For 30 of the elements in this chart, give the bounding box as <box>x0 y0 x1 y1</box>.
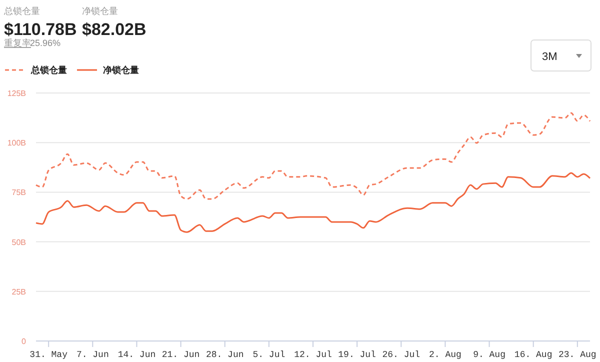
y-tick-label: 25B <box>12 287 26 296</box>
text: $82.02B <box>82 20 146 39</box>
x-tick-label: 23. Aug <box>558 350 596 360</box>
x-tick-label: 21. Jun <box>162 350 200 360</box>
x-tick-label: 26. Jul <box>382 350 420 360</box>
y-tick-label: 125B <box>7 89 26 98</box>
x-tick-label: 2. Aug <box>429 350 462 360</box>
line-series <box>35 172 591 233</box>
x-tick-label: 19. Jul <box>338 350 376 360</box>
y-tick-label: 50B <box>12 238 26 247</box>
text: 总锁仓量 <box>3 6 40 16</box>
line-series <box>35 112 591 200</box>
text: $110.78B <box>4 20 77 39</box>
x-tick-label: 9. Aug <box>473 350 506 360</box>
legend-label: 净锁仓量 <box>103 65 139 75</box>
x-tick-label: 5. Jul <box>252 350 286 360</box>
x-tick-label: 16. Aug <box>514 350 552 360</box>
text: 重复率 <box>4 38 31 48</box>
text: 净锁仓量 <box>82 6 118 16</box>
y-tick-label: 0 <box>22 337 27 346</box>
x-tick-label: 14. Jun <box>118 350 156 360</box>
x-tick-label: 28. Jun <box>206 350 244 360</box>
y-tick-label: 100B <box>7 138 26 148</box>
x-tick-label: 7. Jun <box>76 350 109 360</box>
period-dropdown: 3M <box>530 40 592 72</box>
x-tick-label: 12. Jul <box>294 350 332 360</box>
x-tick-label: 31. May <box>30 350 68 360</box>
text: 25.96% <box>30 38 61 48</box>
legend-label: 总锁仓量 <box>30 65 67 75</box>
y-tick-label: 75B <box>12 188 26 198</box>
